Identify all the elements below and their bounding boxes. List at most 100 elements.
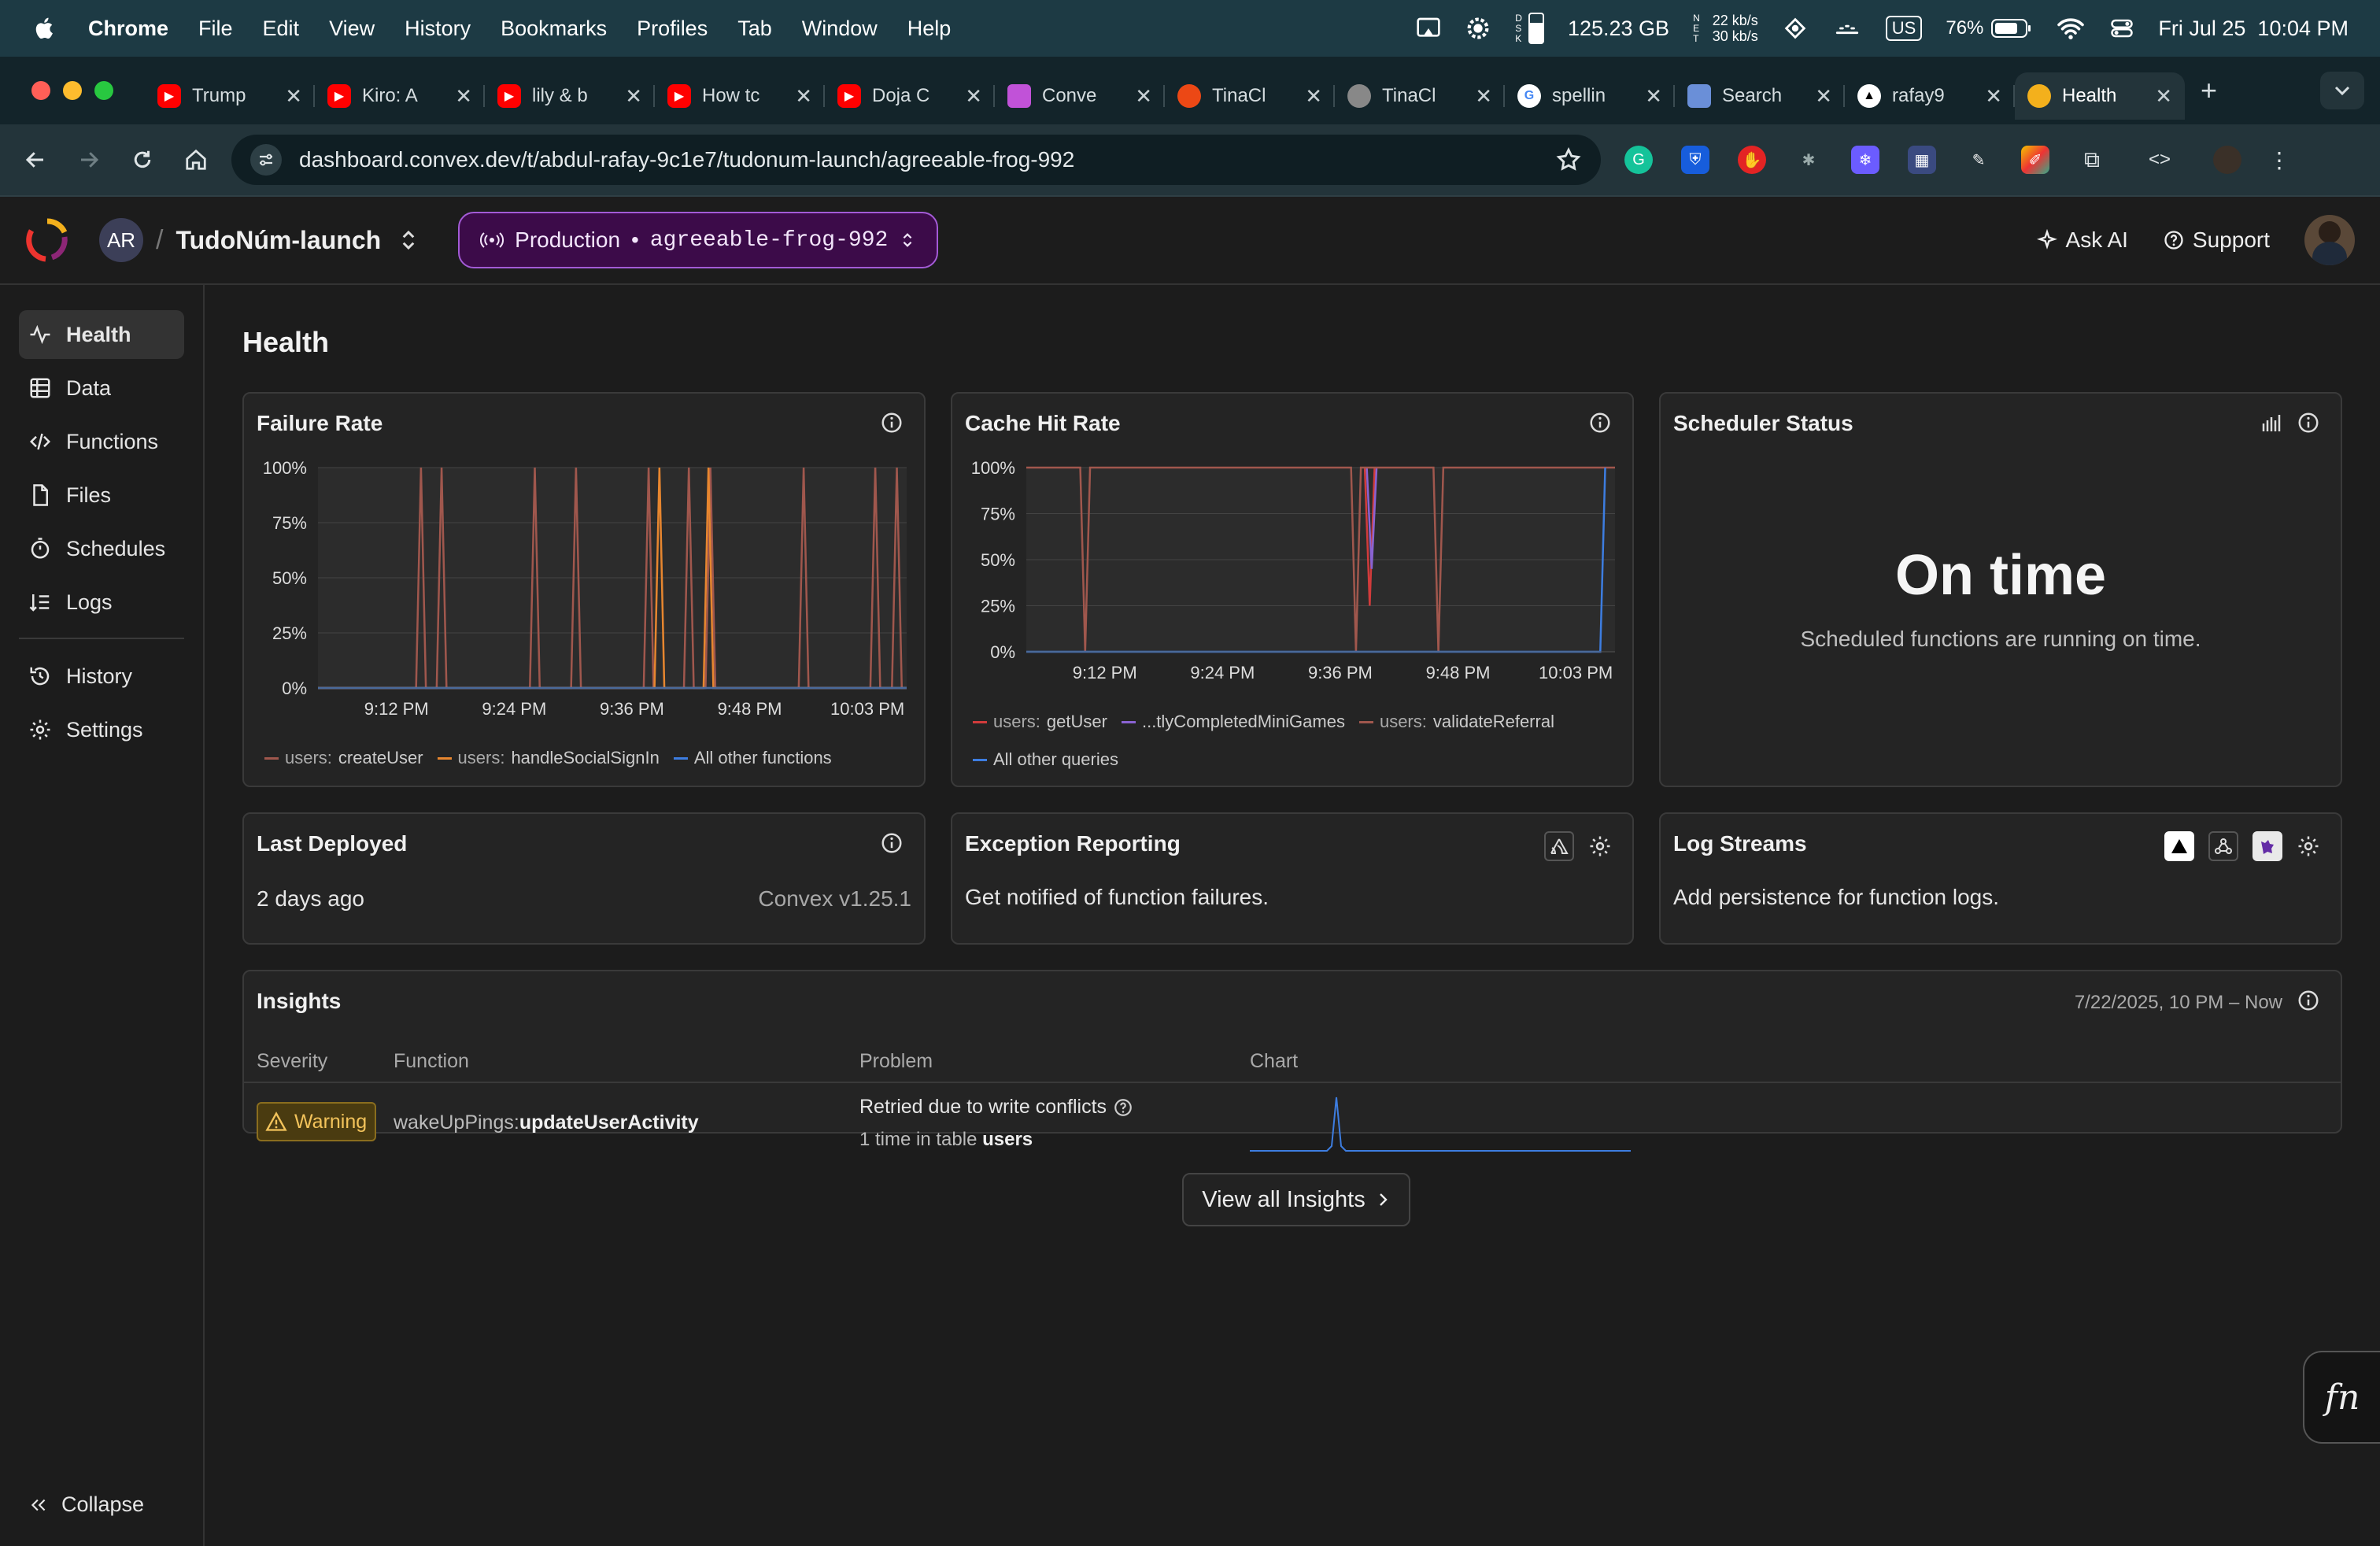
apple-icon[interactable] bbox=[31, 15, 58, 42]
adblock-extension-icon[interactable]: ✋ bbox=[1738, 146, 1766, 174]
profile-avatar-icon[interactable] bbox=[2213, 146, 2241, 174]
screen-mirror-icon[interactable] bbox=[1416, 16, 1441, 41]
menu-app-name[interactable]: Chrome bbox=[88, 16, 169, 40]
battery-icon[interactable] bbox=[1991, 18, 2032, 39]
devtools-code-icon[interactable]: <> bbox=[2148, 149, 2171, 170]
menu-history[interactable]: History bbox=[405, 16, 471, 40]
tab-6[interactable]: TinaCl ✕ bbox=[1165, 72, 1335, 120]
close-tab-icon[interactable]: ✕ bbox=[1305, 83, 1322, 108]
reload-button[interactable] bbox=[124, 142, 161, 178]
tab-7[interactable]: TinaCl ✕ bbox=[1335, 72, 1505, 120]
extensions-puzzle-icon[interactable]: ⧉ bbox=[2084, 146, 2100, 172]
info-icon[interactable] bbox=[1588, 411, 1612, 435]
gear-icon[interactable] bbox=[2297, 834, 2320, 858]
axiom-integration-button[interactable] bbox=[2252, 831, 2282, 861]
legend-entry[interactable]: ...tlyCompletedMiniGames bbox=[1121, 712, 1345, 732]
help-circle-icon[interactable] bbox=[1113, 1097, 1133, 1118]
insight-function[interactable]: wakeUpPings:updateUserActivity bbox=[394, 1111, 699, 1134]
support-button[interactable]: Support bbox=[2163, 227, 2270, 253]
close-tab-icon[interactable]: ✕ bbox=[1645, 83, 1662, 108]
close-tab-icon[interactable]: ✕ bbox=[1135, 83, 1152, 108]
close-tab-icon[interactable]: ✕ bbox=[2155, 83, 2172, 108]
info-icon[interactable] bbox=[2297, 989, 2320, 1012]
legend-entry[interactable]: All other functions bbox=[673, 748, 832, 768]
forward-button[interactable] bbox=[71, 142, 107, 178]
control-center-icon[interactable] bbox=[2109, 17, 2134, 40]
ask-ai-button[interactable]: Ask AI bbox=[2036, 227, 2128, 253]
weather-icon[interactable] bbox=[1832, 15, 1862, 42]
sidebar-item-health[interactable]: Health bbox=[19, 310, 184, 359]
cache-hit-rate-chart[interactable]: 100% 75% 50% 25% 0% 9:12 PM 9:24 PM 9:36 PM 9:48… bbox=[952, 457, 1635, 748]
tab-10[interactable]: ▲ rafay9 ✕ bbox=[1845, 72, 2015, 120]
sidebar-item-functions[interactable]: Functions bbox=[19, 417, 184, 466]
chrome-menu-icon[interactable]: ⋮ bbox=[2268, 147, 2290, 172]
tab-4[interactable]: ▶ Doja C ✕ bbox=[825, 72, 995, 120]
minimize-window-button[interactable] bbox=[63, 81, 82, 100]
wifi-icon[interactable] bbox=[2056, 17, 2086, 40]
close-tab-icon[interactable]: ✕ bbox=[1985, 83, 2002, 108]
menu-help[interactable]: Help bbox=[907, 16, 952, 40]
legend-entry[interactable]: users: createUser bbox=[264, 748, 423, 768]
info-icon[interactable] bbox=[2297, 411, 2320, 435]
tab-9[interactable]: Search ✕ bbox=[1675, 72, 1845, 120]
close-tab-icon[interactable]: ✕ bbox=[625, 83, 642, 108]
close-window-button[interactable] bbox=[31, 81, 50, 100]
project-name[interactable]: TudoNúm-launch bbox=[176, 225, 382, 254]
menu-file[interactable]: File bbox=[198, 16, 233, 40]
legend-entry[interactable]: users: validateReferral bbox=[1358, 712, 1554, 732]
team-avatar[interactable]: AR bbox=[99, 218, 143, 262]
disk-storage[interactable]: 125.23 GB bbox=[1567, 16, 1670, 40]
info-icon[interactable] bbox=[880, 411, 904, 435]
menu-profiles[interactable]: Profiles bbox=[637, 16, 708, 40]
tab-11[interactable]: Health ✕ bbox=[2015, 72, 2185, 120]
legend-entry[interactable]: users: getUser bbox=[973, 712, 1107, 732]
astronaut-icon[interactable] bbox=[1782, 15, 1809, 42]
datadog-integration-button[interactable] bbox=[2164, 831, 2194, 861]
menu-view[interactable]: View bbox=[329, 16, 375, 40]
sidebar-item-schedules[interactable]: Schedules bbox=[19, 524, 184, 573]
tab-2[interactable]: ▶ lily & b ✕ bbox=[485, 72, 655, 120]
input-source[interactable]: US bbox=[1885, 16, 1923, 41]
info-icon[interactable] bbox=[880, 831, 904, 855]
bar-chart-icon[interactable] bbox=[2260, 412, 2282, 433]
bookmark-star-icon[interactable] bbox=[1555, 146, 1582, 173]
new-tab-button[interactable]: + bbox=[2201, 74, 2218, 106]
tab-3[interactable]: ▶ How tc ✕ bbox=[655, 72, 825, 120]
failure-rate-chart[interactable]: 100% 75% 50% 25% 0% 9:12 PM 9:24 PM 9:36 PM 9:48… bbox=[244, 457, 927, 764]
legend-entry[interactable]: users: handleSocialSignIn bbox=[437, 748, 660, 768]
convex-logo-icon[interactable] bbox=[25, 218, 69, 262]
tab-search-button[interactable] bbox=[2320, 72, 2364, 109]
collapse-sidebar-button[interactable]: Collapse bbox=[28, 1492, 144, 1517]
close-tab-icon[interactable]: ✕ bbox=[965, 83, 982, 108]
close-tab-icon[interactable]: ✕ bbox=[1815, 83, 1832, 108]
function-runner-button[interactable]: fn bbox=[2303, 1351, 2380, 1444]
snowflake-extension-icon[interactable]: ❄ bbox=[1851, 146, 1879, 174]
menu-window[interactable]: Window bbox=[801, 16, 878, 40]
webhook-integration-button[interactable] bbox=[2208, 831, 2238, 861]
menu-tab[interactable]: Tab bbox=[737, 16, 772, 40]
user-avatar[interactable] bbox=[2304, 215, 2355, 265]
tab-5[interactable]: Conve ✕ bbox=[995, 72, 1165, 120]
bug-extension-icon[interactable]: ✱ bbox=[1802, 151, 1816, 169]
sidebar-item-logs[interactable]: Logs bbox=[19, 578, 184, 627]
back-button[interactable] bbox=[17, 142, 54, 178]
legend-entry[interactable]: All other queries bbox=[973, 749, 1118, 770]
close-tab-icon[interactable]: ✕ bbox=[1475, 83, 1492, 108]
close-tab-icon[interactable]: ✕ bbox=[285, 83, 302, 108]
sidebar-item-files[interactable]: Files bbox=[19, 471, 184, 520]
chevron-updown-icon[interactable] bbox=[397, 228, 420, 252]
sentry-integration-button[interactable] bbox=[1544, 831, 1574, 861]
grid-extension-icon[interactable]: ▦ bbox=[1908, 146, 1936, 174]
eyedropper-extension-icon[interactable]: ✎ bbox=[1972, 151, 1986, 169]
gear-status-icon[interactable] bbox=[1465, 15, 1491, 42]
sidebar-item-history[interactable]: History bbox=[19, 652, 184, 701]
menu-bookmarks[interactable]: Bookmarks bbox=[501, 16, 608, 40]
net-speed[interactable]: 22 kb/s 30 kb/s bbox=[1713, 13, 1758, 44]
clock[interactable]: Fri Jul 25 10:04 PM bbox=[2158, 16, 2349, 40]
sidebar-item-settings[interactable]: Settings bbox=[19, 705, 184, 754]
menu-edit[interactable]: Edit bbox=[262, 16, 300, 40]
bitwarden-extension-icon[interactable]: ⛨ bbox=[1681, 146, 1709, 174]
sidebar-item-data[interactable]: Data bbox=[19, 364, 184, 412]
url-text[interactable]: dashboard.convex.dev/t/abdul-rafay-9c1e7… bbox=[299, 147, 1075, 172]
